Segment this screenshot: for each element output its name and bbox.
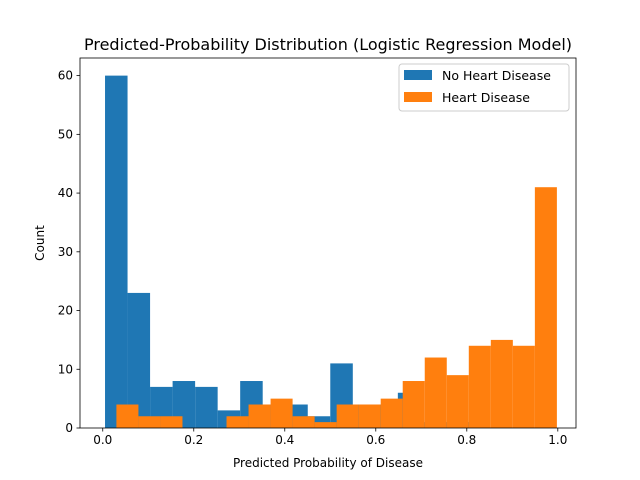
legend: No Heart Disease Heart Disease (398, 63, 570, 112)
legend-label-1: No Heart Disease (442, 68, 551, 83)
plot-frame (79, 57, 577, 429)
bar-series2-7 (270, 398, 293, 428)
legend-swatch-1 (404, 70, 432, 80)
legend-label-2: Heart Disease (442, 90, 530, 105)
bar-series2-10 (336, 404, 359, 428)
y-axis-label: Count (33, 225, 47, 261)
bars-layer (105, 75, 557, 428)
bar-series2-19 (534, 187, 557, 428)
bar-series2-6 (248, 404, 271, 428)
bar-series2-8 (292, 416, 315, 428)
bar-series2-12 (380, 398, 403, 428)
bar-series2-16 (468, 345, 491, 428)
bar-series2-0 (116, 404, 139, 428)
x-tick-label-4: 0.8 (457, 433, 476, 447)
y-tick-label-2: 20 (58, 304, 73, 318)
y-tick-label-0: 0 (65, 421, 73, 435)
bar-series2-5 (226, 416, 249, 428)
bar-series2-15 (446, 375, 469, 428)
y-tick-label-5: 50 (58, 127, 73, 141)
bar-series2-17 (490, 339, 513, 428)
legend-box (398, 63, 570, 112)
y-tick-label-6: 60 (58, 69, 73, 83)
bar-series2-18 (512, 345, 535, 428)
x-tick-label-1: 0.2 (184, 433, 203, 447)
bar-series1-1 (127, 292, 151, 428)
x-tick-label-0: 0.0 (93, 433, 112, 447)
y-tick-label-1: 10 (58, 362, 73, 376)
bar-series2-11 (358, 404, 381, 428)
bar-series2-1 (138, 416, 161, 428)
bar-series2-13 (402, 381, 425, 428)
x-tick-label-2: 0.4 (275, 433, 294, 447)
x-tick-label-5: 1.0 (548, 433, 567, 447)
x-axis-label: Predicted Probability of Disease (233, 456, 423, 470)
bar-series2-9 (314, 422, 337, 428)
bar-series1-0 (105, 75, 128, 428)
bar-series1-4 (195, 386, 218, 428)
y-tick-label-3: 30 (58, 245, 73, 259)
legend-swatch-2 (404, 92, 432, 102)
axes-layer: 0.0 0.2 0.4 0.6 0.8 1.0 0 10 20 30 40 50 60 (58, 57, 577, 447)
chart-title: Predicted-Probability Distribution (Logi… (84, 35, 572, 54)
y-tick-label-4: 40 (58, 186, 73, 200)
x-tick-label-3: 0.6 (366, 433, 385, 447)
bar-series2-14 (424, 357, 447, 428)
bar-series2-2 (160, 416, 183, 428)
